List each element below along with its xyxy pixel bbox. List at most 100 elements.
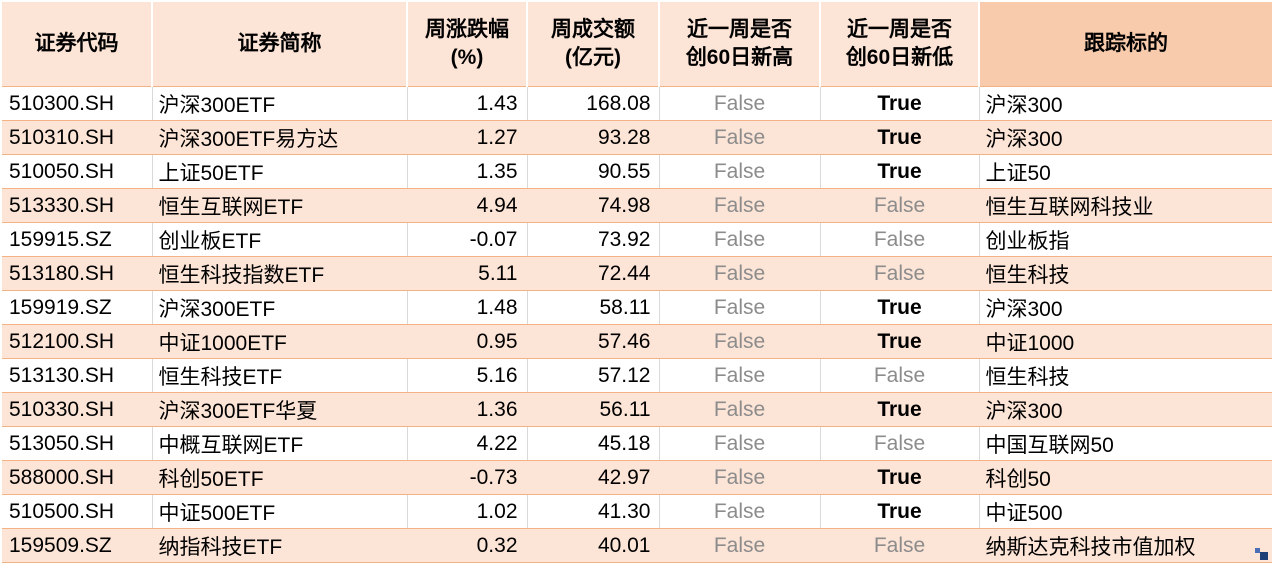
cell-pct: -0.07: [406, 222, 527, 257]
cell-name: 中证1000ETF: [151, 324, 407, 359]
corner-watermark-small-square: [1255, 548, 1260, 553]
cell-code: 510310.SH: [2, 120, 152, 155]
cell-code: 159919.SZ: [2, 290, 152, 325]
cell-low: False: [819, 256, 979, 291]
cell-pct: 0.95: [406, 324, 527, 359]
table-row: 159509.SZ 纳指科技ETF 0.32 40.01 False False 纳斯达克科…: [2, 528, 1272, 563]
cell-high: False: [658, 290, 820, 325]
cell-code: 159509.SZ: [2, 528, 152, 563]
cell-target: 恒生科技: [978, 256, 1272, 291]
cell-code: 513130.SH: [2, 358, 152, 393]
cell-name: 中证500ETF: [151, 494, 407, 529]
cell-high: False: [658, 528, 820, 563]
cell-target: 纳斯达克科技市值加权: [978, 528, 1272, 563]
table-body: 510300.SH 沪深300ETF 1.43 168.08 False True 沪深30…: [2, 86, 1272, 563]
cell-high: False: [658, 324, 820, 359]
cell-target: 恒生互联网科技业: [978, 188, 1272, 223]
cell-high: False: [658, 86, 820, 121]
cell-pct: 1.35: [406, 154, 527, 189]
cell-turnover: 42.97: [526, 460, 659, 495]
cell-code: 159915.SZ: [2, 222, 152, 257]
cell-name: 创业板ETF: [151, 222, 407, 257]
table-row: 510330.SH 沪深300ETF华夏 1.36 56.11 False True 沪深3…: [2, 392, 1272, 427]
cell-high: False: [658, 120, 820, 155]
cell-pct: 1.02: [406, 494, 527, 529]
cell-pct: 0.32: [406, 528, 527, 563]
column-header-target: 跟踪标的: [978, 2, 1272, 87]
column-header-code: 证券代码: [2, 2, 152, 87]
table-row: 513130.SH 恒生科技ETF 5.16 57.12 False False 恒生科技: [2, 358, 1272, 393]
cell-turnover: 57.12: [526, 358, 659, 393]
cell-name: 恒生科技指数ETF: [151, 256, 407, 291]
column-header-name: 证券简称: [151, 2, 407, 87]
cell-turnover: 73.92: [526, 222, 659, 257]
cell-low: False: [819, 188, 979, 223]
cell-pct: 5.16: [406, 358, 527, 393]
column-header-pct: 周涨跌幅 (%): [406, 2, 527, 87]
cell-pct: 1.36: [406, 392, 527, 427]
cell-pct: -0.73: [406, 460, 527, 495]
cell-target: 沪深300: [978, 392, 1272, 427]
cell-name: 沪深300ETF: [151, 290, 407, 325]
cell-target: 上证50: [978, 154, 1272, 189]
cell-low: False: [819, 528, 979, 563]
cell-name: 沪深300ETF易方达: [151, 120, 407, 155]
cell-target: 中国互联网50: [978, 426, 1272, 461]
cell-name: 纳指科技ETF: [151, 528, 407, 563]
cell-low: False: [819, 358, 979, 393]
header-row: 证券代码 证券简称 周涨跌幅 (%) 周成交额 (亿元) 近一周是否 创60日新…: [2, 2, 1272, 87]
cell-low: True: [819, 86, 979, 121]
cell-high: False: [658, 392, 820, 427]
cell-pct: 1.48: [406, 290, 527, 325]
cell-code: 513330.SH: [2, 188, 152, 223]
cell-target: 沪深300: [978, 86, 1272, 121]
cell-target: 恒生科技: [978, 358, 1272, 393]
cell-code: 510300.SH: [2, 86, 152, 121]
cell-name: 恒生科技ETF: [151, 358, 407, 393]
cell-code: 510330.SH: [2, 392, 152, 427]
cell-target: 创业板指: [978, 222, 1272, 257]
cell-turnover: 58.11: [526, 290, 659, 325]
cell-high: False: [658, 460, 820, 495]
cell-code: 513180.SH: [2, 256, 152, 291]
cell-low: True: [819, 392, 979, 427]
cell-turnover: 45.18: [526, 426, 659, 461]
cell-high: False: [658, 494, 820, 529]
cell-turnover: 74.98: [526, 188, 659, 223]
cell-low: True: [819, 494, 979, 529]
table-row: 510500.SH 中证500ETF 1.02 41.30 False True 中证500: [2, 494, 1272, 529]
cell-name: 上证50ETF: [151, 154, 407, 189]
cell-high: False: [658, 222, 820, 257]
cell-name: 沪深300ETF华夏: [151, 392, 407, 427]
cell-turnover: 93.28: [526, 120, 659, 155]
cell-turnover: 72.44: [526, 256, 659, 291]
table-header: 证券代码 证券简称 周涨跌幅 (%) 周成交额 (亿元) 近一周是否 创60日新…: [2, 2, 1272, 87]
cell-code: 588000.SH: [2, 460, 152, 495]
cell-name: 恒生互联网ETF: [151, 188, 407, 223]
cell-target: 沪深300: [978, 290, 1272, 325]
table-row: 588000.SH 科创50ETF -0.73 42.97 False True 科创50: [2, 460, 1272, 495]
cell-turnover: 168.08: [526, 86, 659, 121]
cell-code: 512100.SH: [2, 324, 152, 359]
corner-watermark-large-square: [1260, 552, 1268, 560]
cell-target: 沪深300: [978, 120, 1272, 155]
cell-code: 513050.SH: [2, 426, 152, 461]
cell-high: False: [658, 426, 820, 461]
cell-pct: 1.43: [406, 86, 527, 121]
table-row: 513050.SH 中概互联网ETF 4.22 45.18 False False 中国互联…: [2, 426, 1272, 461]
column-header-high: 近一周是否 创60日新高: [658, 2, 820, 87]
cell-low: True: [819, 154, 979, 189]
cell-low: False: [819, 222, 979, 257]
table-row: 513330.SH 恒生互联网ETF 4.94 74.98 False False 恒生互联…: [2, 188, 1272, 223]
cell-target: 科创50: [978, 460, 1272, 495]
cell-name: 科创50ETF: [151, 460, 407, 495]
table-row: 510050.SH 上证50ETF 1.35 90.55 False True 上证50: [2, 154, 1272, 189]
cell-low: False: [819, 426, 979, 461]
cell-turnover: 40.01: [526, 528, 659, 563]
cell-target: 中证500: [978, 494, 1272, 529]
column-header-low: 近一周是否 创60日新低: [819, 2, 979, 87]
column-header-turnover: 周成交额 (亿元): [526, 2, 659, 87]
cell-code: 510050.SH: [2, 154, 152, 189]
